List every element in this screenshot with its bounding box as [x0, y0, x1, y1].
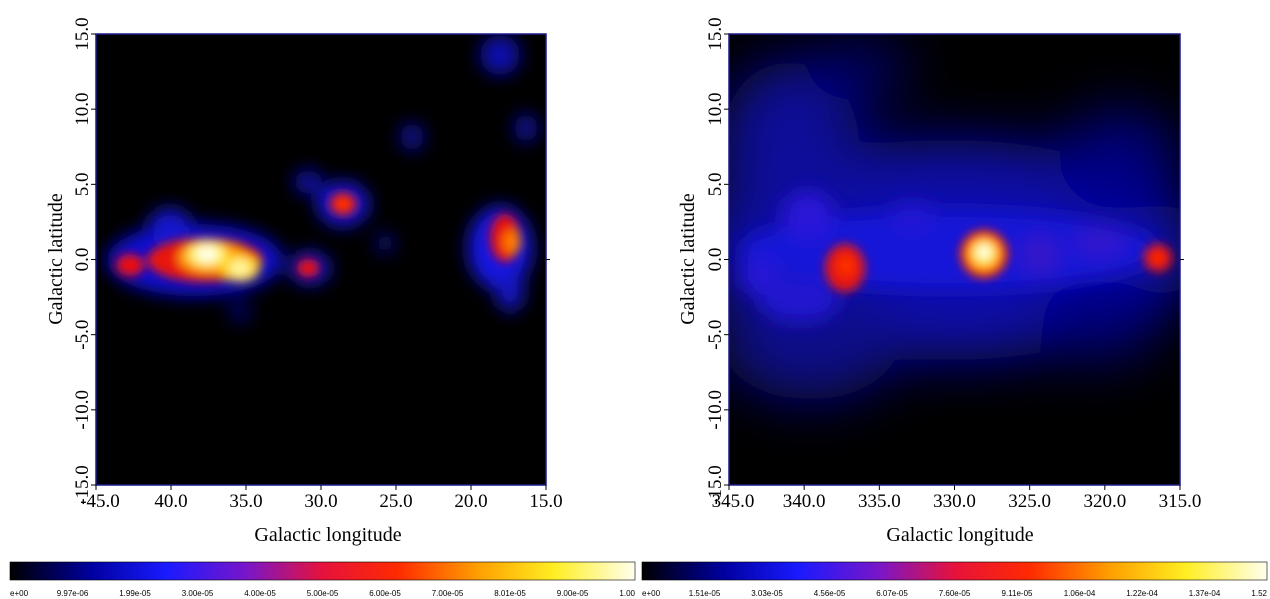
right-y-axis-label: Galactic latitude [677, 193, 699, 325]
left-x-tick-label: 25.0 [379, 491, 412, 512]
left-y-tick-label: 10.0 [72, 93, 93, 126]
left-colorbar-label: e+00 [10, 589, 29, 598]
right-y-tick-label: -5.0 [705, 320, 726, 350]
left-x-axis-label: Galactic longitude [254, 524, 401, 546]
left-y-tick-label: -15.0 [72, 465, 93, 505]
left-y-tick-label: -5.0 [72, 320, 93, 350]
right-emission-map [729, 40, 1180, 400]
left-colorbar-label: 3.00e-05 [182, 589, 214, 598]
right-y-tick-label: 15.0 [705, 17, 726, 50]
right-colorbar-label: e+00 [642, 589, 661, 598]
left-colorbar-label: 4.00e-05 [244, 589, 276, 598]
right-y-tick-label: 5.0 [705, 172, 726, 196]
right-y-tick-label: 0.0 [705, 248, 726, 272]
right-x-tick-label: 340.0 [783, 491, 826, 512]
right-colorbar-labels: e+00 1.51e-05 3.03e-05 4.56e-05 6.07e-05 7.60… [642, 589, 1268, 598]
right-x-tick-label: 335.0 [858, 491, 901, 512]
right-colorbar-label: 3.03e-05 [751, 589, 783, 598]
right-colorbar-gradient [641, 561, 1268, 581]
left-ticks: -45.0 40.0 35.0 30.0 25.0 20.0 15.0 -15.0 -10.0 -… [72, 17, 563, 512]
right-x-tick-label: 315.0 [1159, 491, 1202, 512]
right-colorbar-label: 1.22e-04 [1126, 589, 1158, 598]
right-colorbar-label: 4.56e-05 [814, 589, 846, 598]
left-colorbar-labels: e+00 9.97e-06 1.99e-05 3.00e-05 4.00e-05 5.00… [10, 589, 636, 598]
right-panel: 345.0 340.0 335.0 330.0 325.0 320.0 315.0 -15.0… [677, 17, 1201, 546]
left-y-axis-label: Galactic latitude [45, 193, 67, 325]
left-y-tick-label: 15.0 [72, 17, 93, 50]
right-colorbar-label: 6.07e-05 [876, 589, 908, 598]
right-x-tick-label: 320.0 [1083, 491, 1126, 512]
left-y-tick-label: 5.0 [72, 172, 93, 196]
left-colorbar-label: 1.99e-05 [119, 589, 151, 598]
left-panel: -45.0 40.0 35.0 30.0 25.0 20.0 15.0 -15.0 -10.0 -… [45, 17, 563, 546]
left-colorbar-label: 7.00e-05 [432, 589, 464, 598]
left-x-tick-label: 15.0 [529, 491, 562, 512]
right-colorbar-label: 1.37e-04 [1189, 589, 1221, 598]
right-x-tick-label: 325.0 [1008, 491, 1051, 512]
right-y-tick-label: -15.0 [705, 465, 726, 505]
left-x-tick-label: 30.0 [304, 491, 337, 512]
left-y-tick-label: 0.0 [72, 248, 93, 272]
right-colorbar-label: 1.51e-05 [689, 589, 721, 598]
right-colorbar: e+00 1.51e-05 3.03e-05 4.56e-05 6.07e-05 7.60… [641, 561, 1268, 598]
right-colorbar-label: 7.60e-05 [939, 589, 971, 598]
left-colorbar: e+00 9.97e-06 1.99e-05 3.00e-05 4.00e-05 5.00… [9, 561, 636, 598]
left-colorbar-label: 1.00 [619, 589, 635, 598]
right-x-tick-label: 330.0 [933, 491, 976, 512]
left-colorbar-gradient [9, 561, 636, 581]
left-colorbar-label: 9.00e-05 [557, 589, 589, 598]
right-y-tick-label: -10.0 [705, 390, 726, 430]
left-colorbar-label: 6.00e-05 [369, 589, 401, 598]
left-colorbar-label: 8.01e-05 [494, 589, 526, 598]
right-y-tick-label: 10.0 [705, 93, 726, 126]
left-x-tick-label: 40.0 [154, 491, 187, 512]
left-x-tick-label: 35.0 [229, 491, 262, 512]
left-emission-map [107, 35, 538, 322]
right-colorbar-label: 1.52 [1251, 589, 1267, 598]
right-colorbar-label: 1.06e-04 [1064, 589, 1096, 598]
left-colorbar-label: 5.00e-05 [307, 589, 339, 598]
right-ticks: 345.0 340.0 335.0 330.0 325.0 320.0 315.0 -15.0… [705, 17, 1201, 512]
right-x-tick-label: 345.0 [712, 491, 755, 512]
left-x-tick-label: 20.0 [454, 491, 487, 512]
right-x-axis-label: Galactic longitude [886, 524, 1033, 546]
left-colorbar-label: 9.97e-06 [57, 589, 89, 598]
left-y-tick-label: -10.0 [72, 390, 93, 430]
left-x-tick-label: -45.0 [80, 491, 120, 512]
right-colorbar-label: 9.11e-05 [1002, 589, 1034, 598]
